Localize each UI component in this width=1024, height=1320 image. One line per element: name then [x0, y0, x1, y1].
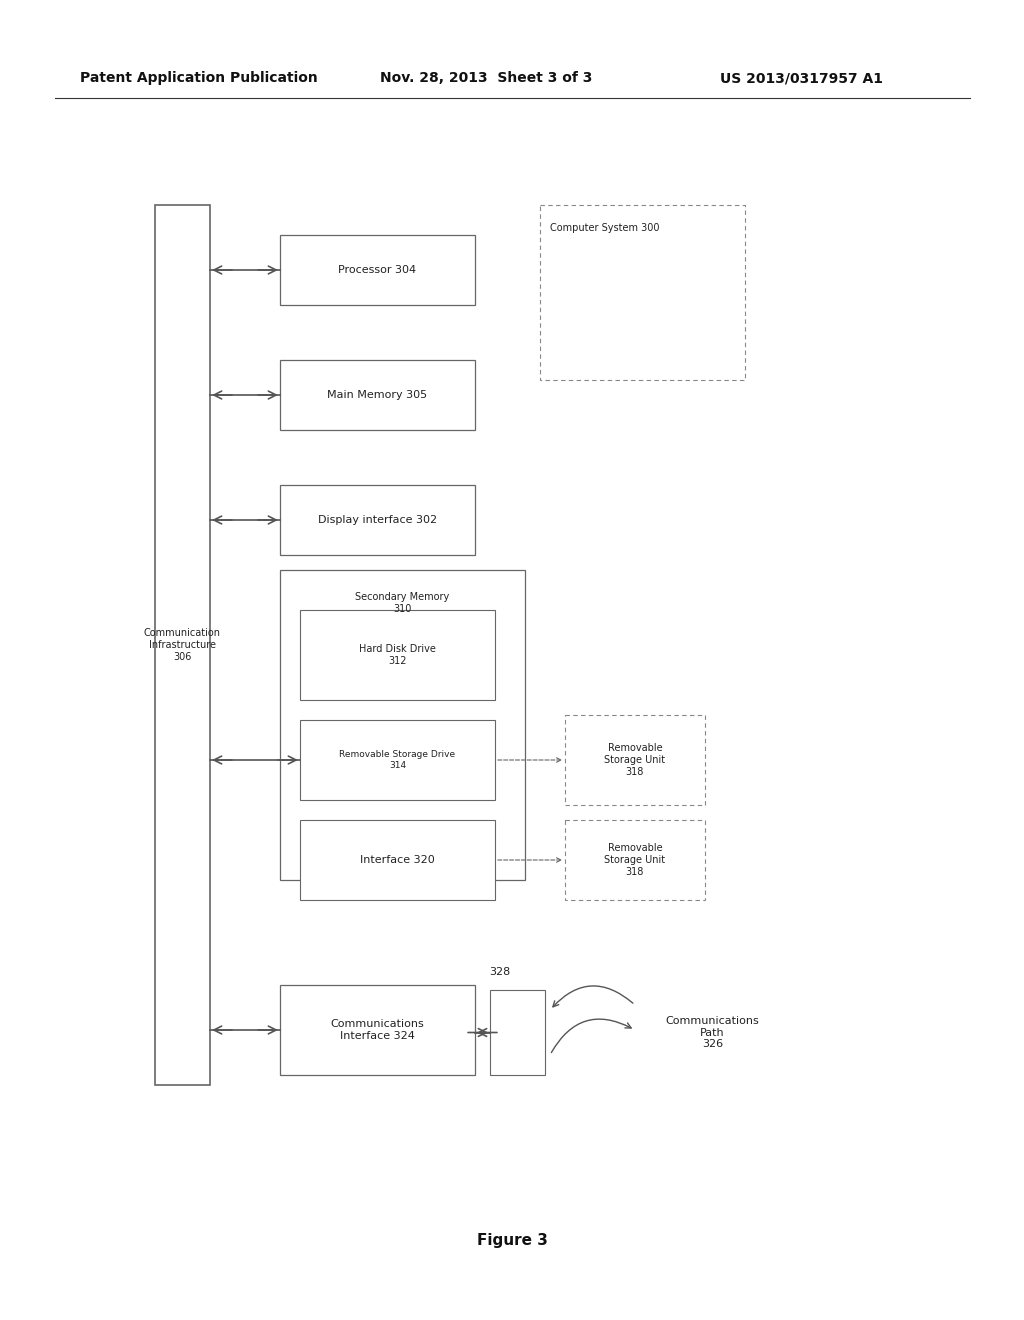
Text: US 2013/0317957 A1: US 2013/0317957 A1 — [720, 71, 883, 84]
Text: Communications
Path
326: Communications Path 326 — [666, 1016, 760, 1049]
Bar — [490, 990, 545, 1074]
Text: Processor 304: Processor 304 — [339, 265, 417, 275]
Text: Display interface 302: Display interface 302 — [317, 515, 437, 525]
Text: Patent Application Publication: Patent Application Publication — [80, 71, 317, 84]
Bar — [300, 719, 495, 800]
Text: Communication
Infrastructure
306: Communication Infrastructure 306 — [144, 628, 221, 661]
Bar — [280, 235, 475, 305]
Text: Removable
Storage Unit
318: Removable Storage Unit 318 — [604, 743, 666, 776]
Text: Communications
Interface 324: Communications Interface 324 — [331, 1019, 424, 1040]
Text: Computer System 300: Computer System 300 — [550, 223, 659, 234]
Text: Removable
Storage Unit
318: Removable Storage Unit 318 — [604, 843, 666, 876]
Text: Hard Disk Drive
312: Hard Disk Drive 312 — [359, 644, 436, 665]
Bar — [540, 205, 745, 380]
Bar — [280, 484, 475, 554]
Bar — [565, 715, 705, 805]
Bar — [155, 205, 210, 1085]
Text: Figure 3: Figure 3 — [476, 1233, 548, 1247]
Text: Removable Storage Drive
314: Removable Storage Drive 314 — [339, 750, 456, 770]
Bar — [280, 985, 475, 1074]
Bar — [300, 820, 495, 900]
Bar — [280, 360, 475, 430]
Text: Interface 320: Interface 320 — [360, 855, 435, 865]
Text: 328: 328 — [489, 968, 511, 977]
Bar — [280, 570, 525, 880]
Text: Secondary Memory
310: Secondary Memory 310 — [355, 591, 450, 614]
Bar — [565, 820, 705, 900]
Text: Nov. 28, 2013  Sheet 3 of 3: Nov. 28, 2013 Sheet 3 of 3 — [380, 71, 592, 84]
Bar — [300, 610, 495, 700]
Text: Main Memory 305: Main Memory 305 — [328, 389, 428, 400]
